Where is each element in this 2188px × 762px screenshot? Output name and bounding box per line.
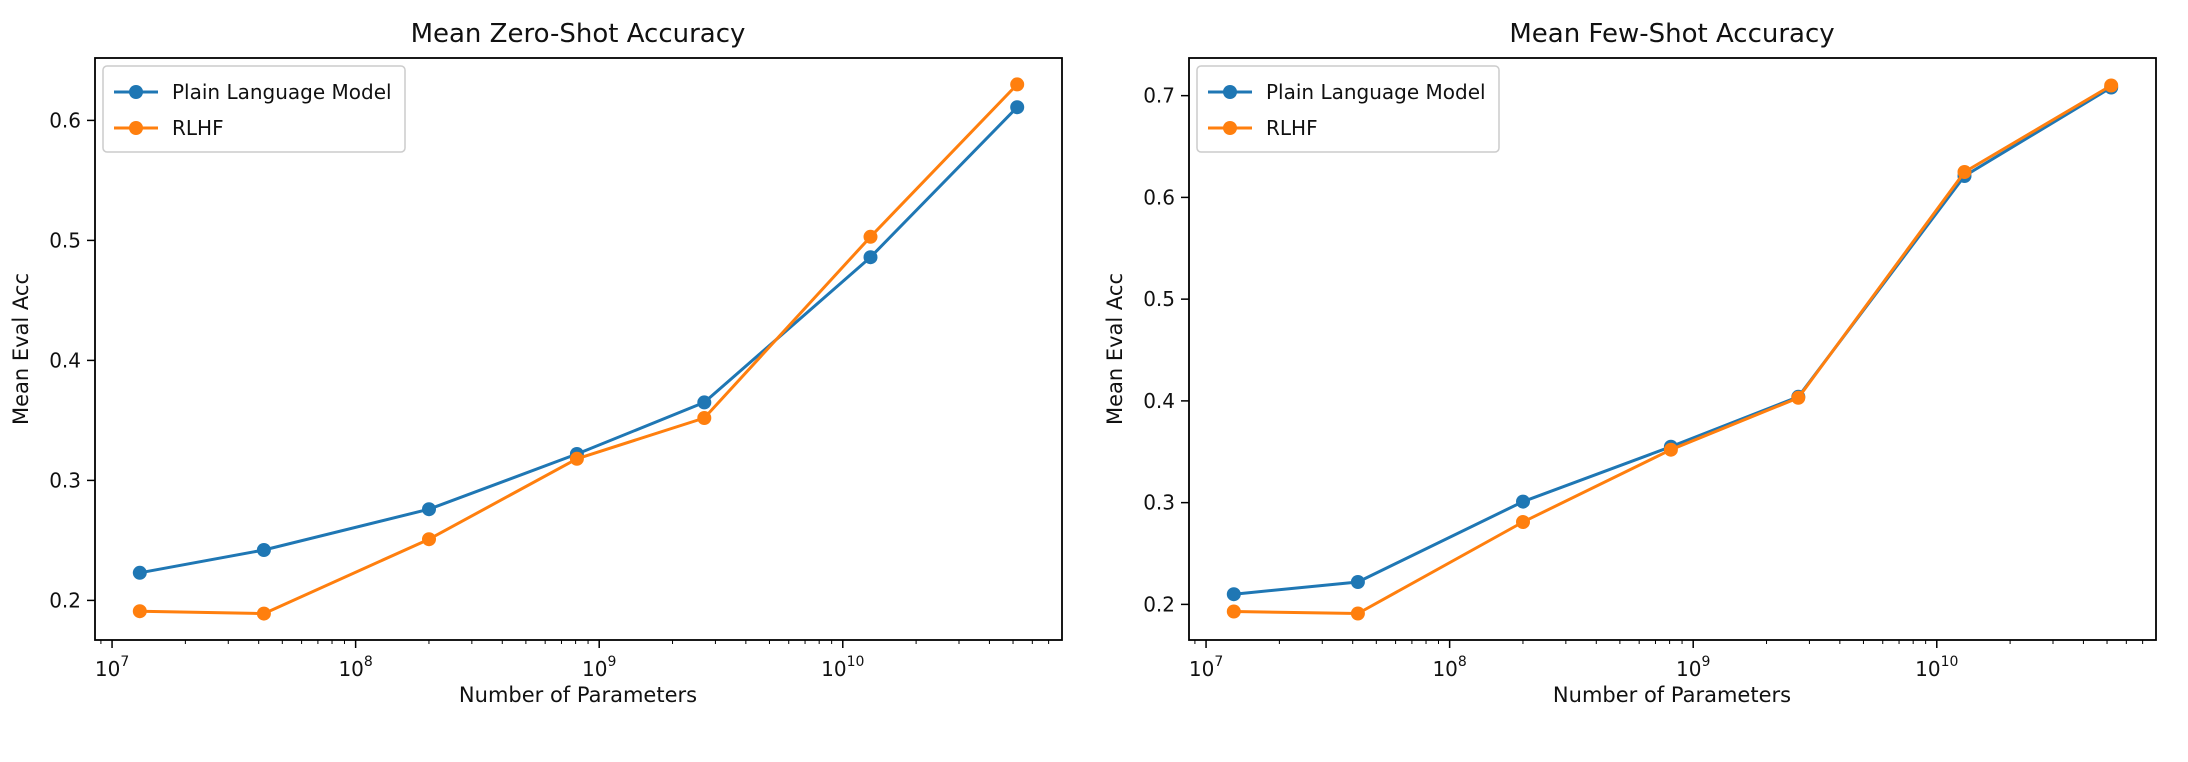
plot-area: 107 108 109 1010 0.2 0.3 0.4 0.5 0.6 0.7 [1143, 57, 2157, 681]
x-tick-label: 108 [1432, 654, 1466, 681]
y-tick-label: 0.4 [49, 348, 81, 372]
plot-border [1188, 57, 2157, 641]
x-tick-label: 109 [1676, 654, 1710, 681]
x-tick-label: 108 [338, 654, 372, 681]
x-tick-label: 107 [1189, 654, 1223, 681]
data-point [1791, 390, 1806, 405]
legend-label-plain: Plain Language Model [172, 80, 392, 104]
legend: Plain Language Model RLHF [102, 65, 406, 153]
series-line [138, 105, 1019, 575]
legend-box [1196, 65, 1500, 153]
data-point [1226, 604, 1241, 619]
data-point [2104, 78, 2119, 93]
data-point [1226, 587, 1241, 602]
chart-title: Mean Zero-Shot Accuracy [411, 19, 746, 49]
legend-marker-plain [129, 85, 143, 99]
data-point [1516, 515, 1530, 529]
legend-label-rlhf: RLHF [1266, 116, 1318, 140]
y-tick-label: 0.5 [49, 228, 81, 252]
y-axis-label: Mean Eval Acc [1103, 273, 1127, 425]
data-point [256, 543, 271, 557]
legend-label-plain: Plain Language Model [1266, 80, 1486, 104]
legend-marker-rlhf [129, 121, 143, 135]
data-point [422, 532, 436, 547]
data-point [569, 451, 584, 466]
data-point [1350, 606, 1365, 621]
y-axis-label: Mean Eval Acc [9, 273, 33, 425]
data-point [132, 604, 147, 619]
legend: Plain Language Model RLHF [1196, 65, 1500, 153]
data-point [132, 565, 147, 580]
data-point [1010, 100, 1025, 115]
data-point [697, 411, 712, 425]
y-tick-label: 0.6 [1143, 185, 1175, 209]
plot-area: 107 108 109 1010 0.2 0.3 0.4 0.5 0.6 [49, 57, 1063, 681]
data-point [422, 502, 436, 517]
chart-title: Mean Few-Shot Accuracy [1509, 19, 1834, 49]
y-tick-label: 0.3 [49, 468, 81, 492]
legend-marker-rlhf [1223, 121, 1237, 135]
data-point [1957, 165, 1972, 179]
data-point [863, 229, 878, 244]
figure-few-shot-svg: Mean Few-Shot Accuracy Number of Paramet… [1103, 19, 2157, 707]
series-line [138, 82, 1019, 616]
data-point [1010, 77, 1025, 92]
y-tick-label: 0.2 [49, 588, 81, 612]
x-tick-label: 1010 [821, 654, 864, 681]
y-tick-label: 0.4 [1143, 389, 1175, 413]
x-tick-label: 1010 [1915, 654, 1958, 681]
x-axis-label: Number of Parameters [1553, 683, 1791, 707]
data-point [256, 606, 271, 621]
y-tick-label: 0.7 [1143, 84, 1175, 108]
series-line [1232, 84, 2113, 615]
x-axis-label: Number of Parameters [459, 683, 697, 707]
data-point [863, 250, 878, 265]
legend-box [102, 65, 406, 153]
chart-few-shot: Mean Few-Shot Accuracy Number of Paramet… [1094, 0, 2188, 762]
plot-border [94, 57, 1063, 641]
figure-zero-shot-svg: Mean Zero-Shot Accuracy Number of Parame… [9, 19, 1063, 707]
chart-zero-shot: Mean Zero-Shot Accuracy Number of Parame… [9, 19, 1063, 707]
legend-label-rlhf: RLHF [172, 116, 224, 140]
y-tick-label: 0.5 [1143, 287, 1175, 311]
data-point [1350, 575, 1365, 589]
y-tick-label: 0.3 [1143, 491, 1175, 515]
x-tick-label: 107 [95, 654, 129, 681]
legend-marker-plain [1223, 85, 1237, 99]
data-point [1663, 442, 1678, 457]
data-point [1516, 494, 1530, 509]
y-tick-label: 0.2 [1143, 592, 1175, 616]
x-tick-label: 109 [582, 654, 616, 681]
y-tick-label: 0.6 [49, 108, 81, 132]
data-point [697, 395, 712, 410]
